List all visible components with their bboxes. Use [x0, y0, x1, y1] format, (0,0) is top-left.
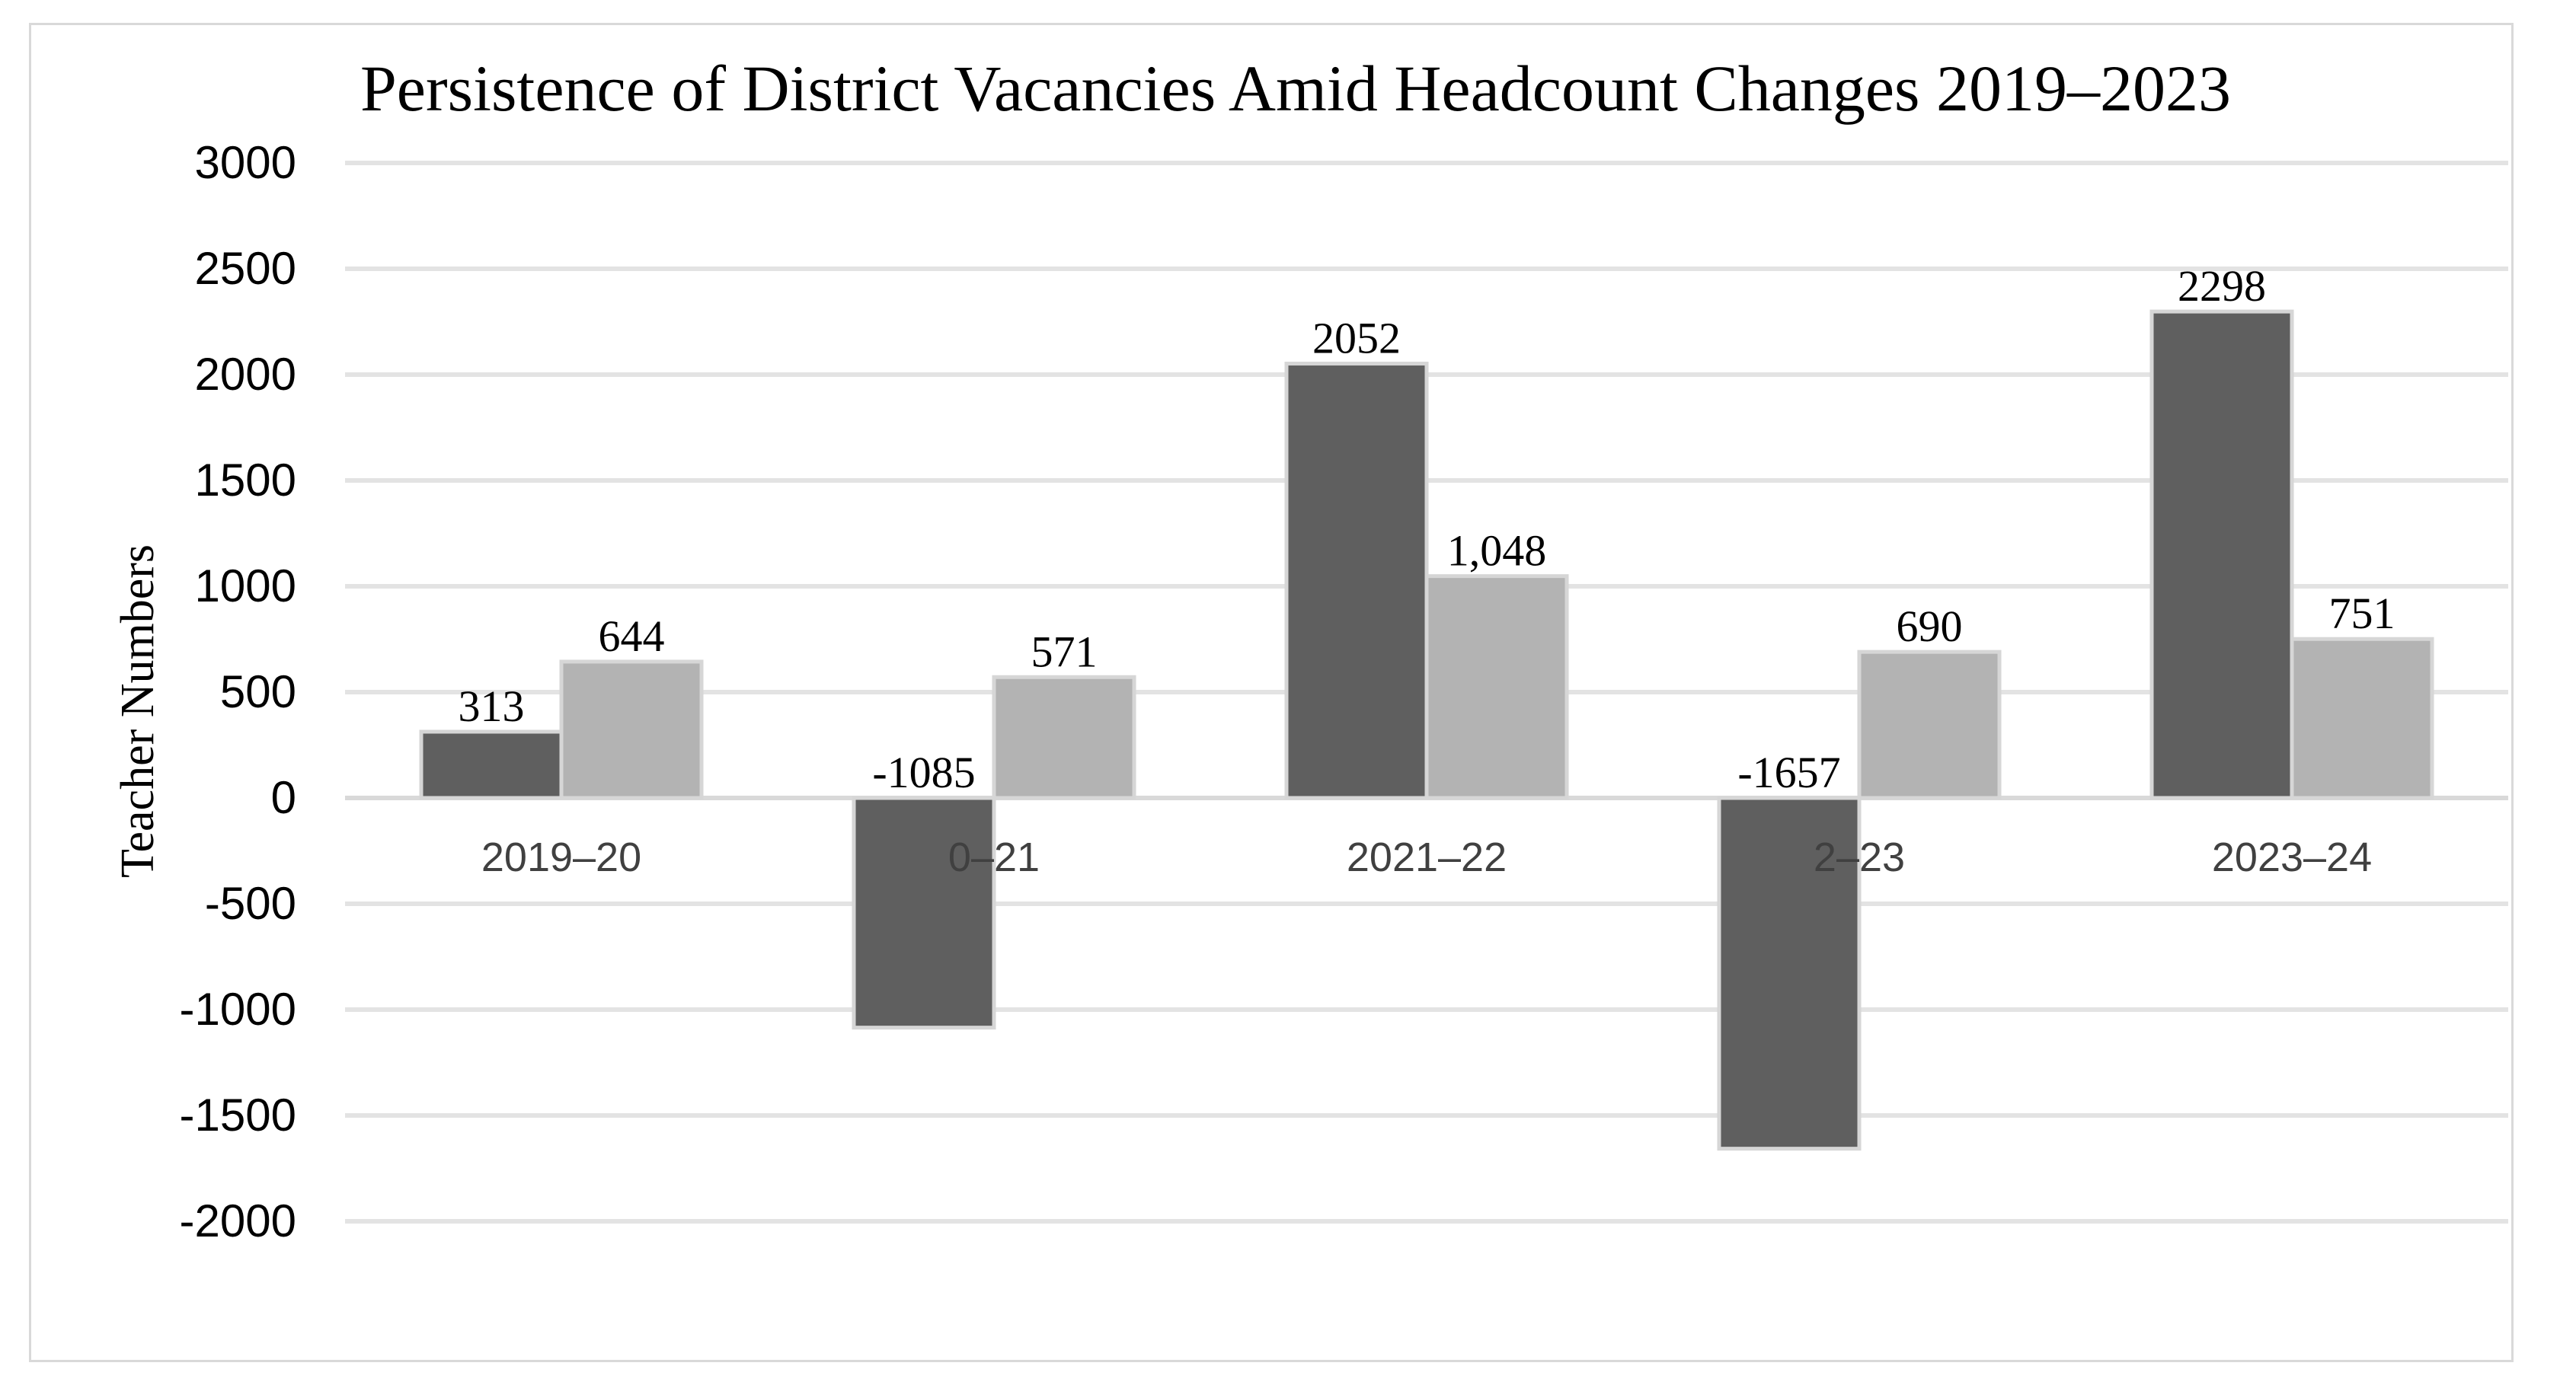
y-tick-label: 1000: [195, 560, 296, 611]
data-label: 2298: [2178, 261, 2266, 311]
chart-title: Persistence of District Vacancies Amid H…: [360, 52, 2231, 125]
x-tick-label: 2–23: [1814, 835, 1905, 880]
bar-chart: Persistence of District Vacancies Amid H…: [112, 52, 2508, 1246]
bar: [2149, 309, 2294, 800]
data-label: 313: [459, 681, 525, 731]
bar: [1424, 574, 1569, 800]
y-tick-label: -1000: [180, 984, 296, 1035]
data-label: 2052: [1312, 314, 1401, 363]
y-tick-label: 0: [271, 772, 296, 823]
data-label: -1085: [872, 748, 975, 797]
y-tick-label: 2500: [195, 243, 296, 294]
bar: [559, 659, 704, 800]
x-tick-label: 2023–24: [2212, 835, 2372, 880]
y-tick-label: 1500: [195, 455, 296, 506]
data-label: 1,048: [1447, 526, 1547, 576]
data-labels: 313 644 -1085 571 2052 1,048 -1657 690 2298 751: [459, 261, 2395, 797]
y-axis-label: Teacher Numbers: [112, 544, 164, 878]
data-label: 644: [599, 611, 665, 661]
y-tick-label: 2000: [195, 349, 296, 400]
data-label: 571: [1031, 627, 1098, 676]
bar: [852, 796, 996, 1030]
bar: [1284, 362, 1429, 800]
y-tick-label: -2000: [180, 1195, 296, 1246]
data-label: 751: [2329, 589, 2395, 638]
y-tick-label: -1500: [180, 1090, 296, 1141]
y-tick-label: 500: [220, 666, 296, 717]
bars: [419, 309, 2434, 1151]
x-tick-label: 2021–22: [1347, 835, 1507, 880]
data-label: -1657: [1737, 748, 1840, 797]
data-label: 690: [1897, 602, 1963, 651]
x-tick-label: 0–21: [948, 835, 1040, 880]
y-axis-ticks: 3000 2500 2000 1500 1000 500 0 -500 -1000 -1500 -2…: [180, 137, 296, 1246]
x-axis-ticks: 2019–20 0–21 2021–22 2–23 2023–24: [481, 835, 2372, 880]
bar: [2290, 637, 2434, 800]
x-tick-label: 2019–20: [481, 835, 641, 880]
chart-frame: Persistence of District Vacancies Amid H…: [29, 23, 2514, 1362]
bar: [1717, 796, 1862, 1151]
bar: [1857, 649, 2002, 800]
y-tick-label: 3000: [195, 137, 296, 188]
bar: [419, 729, 564, 800]
bar: [992, 675, 1136, 800]
y-tick-label: -500: [205, 878, 296, 929]
